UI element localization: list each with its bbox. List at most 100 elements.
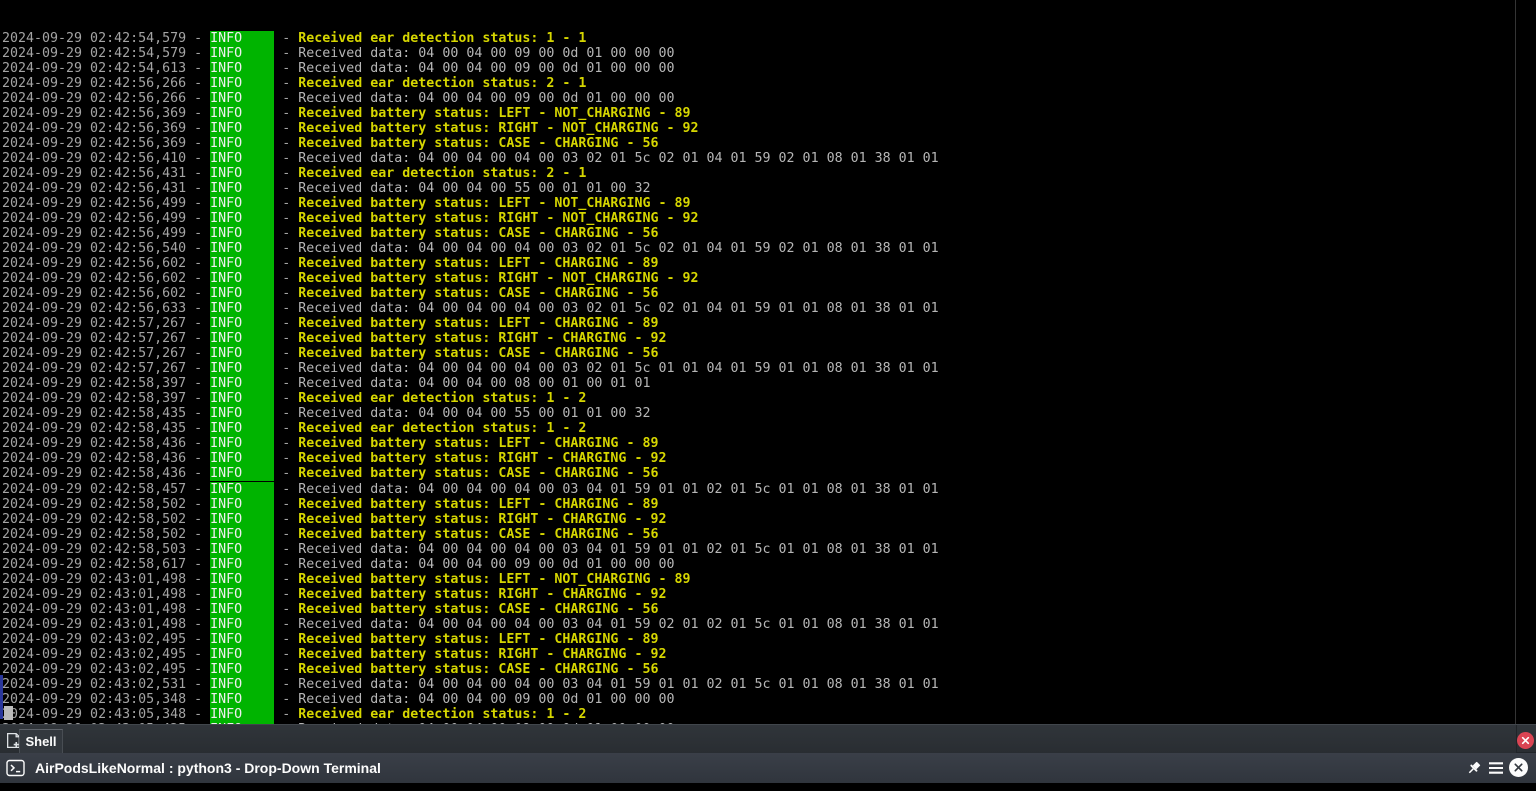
log-line: 2024-09-29 02:42:57,267 - INFO - Receive… bbox=[2, 346, 1536, 362]
log-level-badge: INFO bbox=[210, 46, 275, 62]
log-separator: - bbox=[274, 361, 299, 377]
tab-shell[interactable]: Shell bbox=[19, 729, 63, 753]
log-line: 2024-09-29 02:42:56,410 - INFO - Receive… bbox=[2, 151, 1536, 167]
log-message: Received battery status: CASE - CHARGING… bbox=[298, 136, 659, 152]
scrollbar[interactable] bbox=[1515, 0, 1516, 724]
log-level-badge: INFO bbox=[210, 631, 275, 647]
log-level-badge: INFO bbox=[210, 661, 275, 677]
log-message: Received data: 04 00 04 00 04 00 03 04 0… bbox=[298, 481, 939, 497]
log-level-badge: INFO bbox=[210, 391, 275, 407]
log-line: 2024-09-29 02:42:56,431 - INFO - Receive… bbox=[2, 181, 1536, 197]
log-separator: - bbox=[274, 481, 299, 497]
log-timestamp: 2024-09-29 02:42:58,502 - bbox=[2, 496, 211, 512]
log-message: Received data: 04 00 04 00 04 00 03 02 0… bbox=[298, 361, 939, 377]
log-separator: - bbox=[274, 181, 299, 197]
log-separator: - bbox=[274, 301, 299, 317]
log-separator: - bbox=[274, 451, 299, 467]
log-separator: - bbox=[274, 421, 299, 437]
log-timestamp: 2024-09-29 02:42:54,613 - bbox=[2, 61, 211, 77]
log-level-badge: INFO bbox=[210, 301, 275, 317]
log-separator: - bbox=[274, 31, 299, 47]
log-timestamp: 2024-09-29 02:42:56,540 - bbox=[2, 241, 211, 257]
log-line: 2024-09-29 02:43:05,348 - INFO - Receive… bbox=[2, 706, 1536, 722]
log-line: 2024-09-29 02:42:58,397 - INFO - Receive… bbox=[2, 376, 1536, 392]
tab-close-cell bbox=[1516, 725, 1536, 753]
log-message: Received data: 04 00 04 00 04 00 03 02 0… bbox=[298, 301, 939, 317]
log-line: 2024-09-29 02:42:54,579 - INFO - Receive… bbox=[2, 46, 1536, 62]
log-timestamp: 2024-09-29 02:43:02,531 - bbox=[2, 676, 211, 692]
log-separator: - bbox=[274, 691, 299, 707]
log-separator: - bbox=[274, 541, 299, 557]
log-timestamp: 2024-09-29 02:42:58,435 - bbox=[2, 406, 211, 422]
new-tab-button[interactable] bbox=[4, 731, 22, 749]
log-timestamp: 2024-09-29 02:42:57,267 - bbox=[2, 361, 211, 377]
log-line: 2024-09-29 02:42:58,435 - INFO - Receive… bbox=[2, 421, 1536, 437]
log-line: 2024-09-29 02:43:02,495 - INFO - Receive… bbox=[2, 646, 1536, 662]
log-message: Received data: 04 00 04 00 55 00 01 01 0… bbox=[298, 406, 651, 422]
pin-button[interactable] bbox=[1466, 760, 1482, 776]
log-separator: - bbox=[274, 346, 299, 362]
log-line: 2024-09-29 02:42:57,267 - INFO - Receive… bbox=[2, 316, 1536, 332]
log-separator: - bbox=[274, 706, 299, 722]
log-level-badge: INFO bbox=[210, 586, 275, 602]
log-message: Received data: 04 00 04 00 09 00 0d 01 0… bbox=[298, 691, 675, 707]
log-timestamp: 2024-09-29 02:42:54,579 - bbox=[2, 46, 211, 62]
menu-button[interactable] bbox=[1489, 762, 1503, 774]
log-level-badge: INFO bbox=[210, 421, 275, 437]
log-separator: - bbox=[274, 676, 299, 692]
log-level-badge: INFO bbox=[210, 76, 275, 92]
log-message: Received battery status: CASE - CHARGING… bbox=[298, 226, 659, 242]
log-separator: - bbox=[274, 496, 299, 512]
log-separator: - bbox=[274, 211, 299, 227]
log-level-badge: INFO bbox=[210, 166, 275, 182]
log-level-badge: INFO bbox=[210, 346, 275, 362]
log-message: Received battery status: RIGHT - NOT_CHA… bbox=[298, 271, 699, 287]
log-level-badge: INFO bbox=[210, 706, 275, 722]
log-timestamp: 2024-09-29 02:43:05,348 - bbox=[2, 691, 211, 707]
log-timestamp: 2024-09-29 02:42:58,457 - bbox=[2, 481, 211, 497]
log-message: Received battery status: LEFT - NOT_CHAR… bbox=[298, 106, 691, 122]
log-line: 2024-09-29 02:43:02,495 - INFO - Receive… bbox=[2, 631, 1536, 647]
log-level-badge: INFO bbox=[210, 271, 275, 287]
log-message: Received data: 04 00 04 00 55 00 01 01 0… bbox=[298, 181, 651, 197]
close-tab-button[interactable] bbox=[1517, 732, 1534, 749]
log-timestamp: 2024-09-29 02:43:01,498 - bbox=[2, 616, 211, 632]
log-line: 2024-09-29 02:42:56,499 - INFO - Receive… bbox=[2, 226, 1536, 242]
log-level-badge: INFO bbox=[210, 556, 275, 572]
log-line: 2024-09-29 02:42:56,602 - INFO - Receive… bbox=[2, 256, 1536, 272]
log-timestamp: 2024-09-29 02:42:54,579 - bbox=[2, 31, 211, 47]
log-timestamp: 2024-09-29 02:43:01,498 - bbox=[2, 586, 211, 602]
log-level-badge: INFO bbox=[210, 601, 275, 617]
log-level-badge: INFO bbox=[210, 466, 275, 482]
log-line: 2024-09-29 02:43:02,495 - INFO - Receive… bbox=[2, 661, 1536, 677]
log-timestamp: 2024-09-29 02:42:58,436 - bbox=[2, 466, 211, 482]
log-separator: - bbox=[274, 376, 299, 392]
log-separator: - bbox=[274, 616, 299, 632]
menu-icon bbox=[1489, 762, 1503, 774]
log-line: 2024-09-29 02:42:58,436 - INFO - Receive… bbox=[2, 466, 1536, 482]
close-button[interactable] bbox=[1509, 758, 1528, 777]
log-timestamp: 2024-09-29 02:42:56,499 - bbox=[2, 226, 211, 242]
log-level-badge: INFO bbox=[210, 496, 275, 512]
log-message: Received battery status: RIGHT - CHARGIN… bbox=[298, 451, 667, 467]
log-message: Received battery status: CASE - CHARGING… bbox=[298, 601, 659, 617]
log-timestamp: 2024-09-29 02:42:56,499 - bbox=[2, 211, 211, 227]
log-separator: - bbox=[274, 631, 299, 647]
log-level-badge: INFO bbox=[210, 91, 275, 107]
log-level-badge: INFO bbox=[210, 526, 275, 542]
log-level-badge: INFO bbox=[210, 541, 275, 557]
log-message: Received battery status: RIGHT - CHARGIN… bbox=[298, 331, 667, 347]
log-level-badge: INFO bbox=[210, 196, 275, 212]
log-message: Received data: 04 00 04 00 04 00 03 02 0… bbox=[298, 241, 939, 257]
close-tab-icon bbox=[1517, 732, 1534, 749]
log-level-badge: INFO bbox=[210, 571, 275, 587]
log-level-badge: INFO bbox=[210, 316, 275, 332]
log-line: 2024-09-29 02:42:57,267 - INFO - Receive… bbox=[2, 361, 1536, 377]
log-timestamp: 2024-09-29 02:42:58,502 - bbox=[2, 526, 211, 542]
log-line: 2024-09-29 02:42:58,502 - INFO - Receive… bbox=[2, 511, 1536, 527]
log-timestamp: 2024-09-29 02:43:02,495 - bbox=[2, 631, 211, 647]
log-separator: - bbox=[274, 241, 299, 257]
terminal-screen[interactable]: 2024-09-29 02:42:54,579 - INFO - Receive… bbox=[0, 0, 1536, 737]
log-message: Received battery status: RIGHT - CHARGIN… bbox=[298, 511, 667, 527]
log-line: 2024-09-29 02:42:56,499 - INFO - Receive… bbox=[2, 211, 1536, 227]
